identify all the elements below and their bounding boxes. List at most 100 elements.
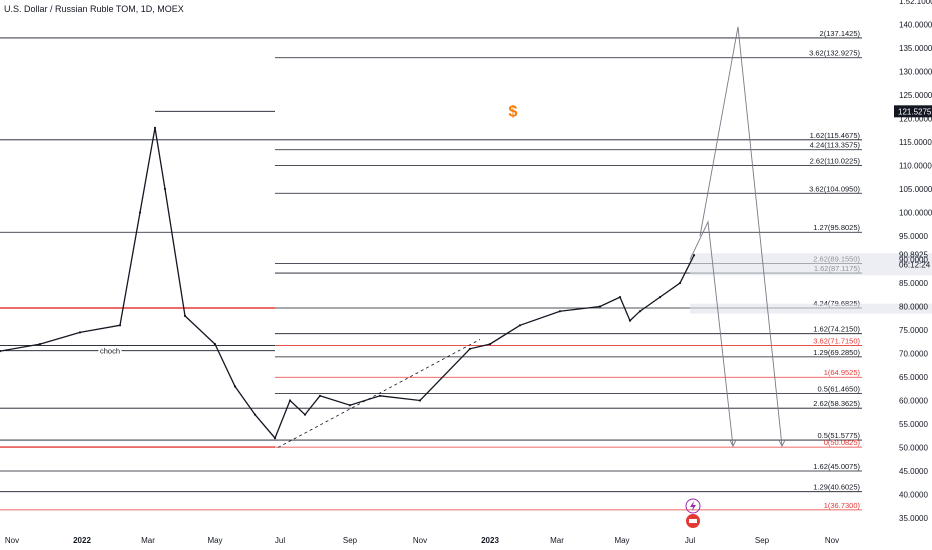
x-tick-label: Sep <box>755 536 770 545</box>
level-label: 3.62(132.9275) <box>809 49 860 58</box>
shaded-zones <box>690 253 932 314</box>
bolt-icon-glyph <box>690 501 696 511</box>
level-label: 4.24(113.3575) <box>810 141 861 150</box>
y-tick-label: 60.0000 <box>899 397 928 406</box>
price-point <box>213 343 217 346</box>
price-point <box>558 310 562 313</box>
dollar-sign: $ <box>509 103 518 120</box>
countdown-label: 06:12:24 <box>899 260 931 269</box>
price-point <box>78 331 82 334</box>
arrow-head-1 <box>729 439 737 448</box>
y-tick-label: 125.0000 <box>899 91 932 100</box>
price-label-zone <box>690 253 932 276</box>
y-tick-label: 80.0000 <box>899 303 928 312</box>
x-tick-label: Sep <box>343 536 358 545</box>
time-axis[interactable]: Nov 2022 Mar May Jul Sep Nov 2023 Mar May Jul Sep No… <box>5 536 839 545</box>
price-point <box>658 296 662 299</box>
level-label: 2(137.1425) <box>820 29 861 38</box>
level-label: 1.62(45.0075) <box>813 462 860 471</box>
y-tick-label: 100.0000 <box>899 209 932 218</box>
price-line <box>0 127 695 440</box>
level-label: 3.62(104.0950) <box>809 184 860 193</box>
level-label: 3.62(71.7150) <box>813 336 860 345</box>
level-label: 1.29(40.6025) <box>813 483 860 492</box>
level-label: 1.62(115.4675) <box>810 131 861 140</box>
marker-tag <box>894 105 932 118</box>
level-label: 0.5(61.4650) <box>817 385 860 394</box>
y-tick-label: 135.0000 <box>899 44 932 53</box>
arrow-head-2 <box>778 439 786 448</box>
projection-path-1 <box>699 26 783 447</box>
x-tick-label: May <box>614 536 629 545</box>
price-point <box>518 324 522 327</box>
x-tick-label: Jul <box>275 536 285 545</box>
choch-label: choch <box>100 347 120 356</box>
price-point <box>318 394 322 397</box>
marker-tag-text: 121.5275 <box>898 107 932 116</box>
projection-path-2 <box>689 220 734 447</box>
x-tick-label: May <box>207 536 222 545</box>
price-point <box>153 126 157 129</box>
y-tick-label: 45.0000 <box>899 467 928 476</box>
price-point <box>38 343 42 346</box>
y-tick-label: 40.0000 <box>899 491 928 500</box>
level-label: 1.27(95.8025) <box>813 223 860 232</box>
price-point <box>183 314 187 317</box>
price-point <box>163 187 167 191</box>
price-point <box>598 305 602 308</box>
y-tick-label: 130.0000 <box>899 68 932 77</box>
annotations: $ <box>509 103 701 528</box>
bolt-icon <box>685 498 701 514</box>
price-point <box>618 296 622 299</box>
fib-levels: 2(137.1425)3.62(132.9275)1.62(115.4675)4… <box>275 29 862 511</box>
level-label: 1.62(74.2150) <box>813 325 860 334</box>
x-tick-label: Mar <box>550 536 564 545</box>
x-tick-label: Nov <box>825 536 839 545</box>
price-point <box>288 399 292 402</box>
y-tick-label: 55.0000 <box>899 420 928 429</box>
level-label: 0(50.0825) <box>824 438 861 447</box>
x-tick-label: 2022 <box>73 536 91 545</box>
y-top-cut-label: 1.52.10000 <box>899 0 932 6</box>
level-label: 4.24(79.6825) <box>813 299 860 308</box>
price-point <box>273 437 277 440</box>
y-tick-label: 110.0000 <box>899 162 932 171</box>
price-point <box>418 399 422 402</box>
price-point <box>488 343 492 346</box>
y-tick-label: 85.0000 <box>899 279 928 288</box>
price-point <box>628 319 632 322</box>
trend-line <box>277 339 481 448</box>
level-label: 0.5(51.5775) <box>817 431 860 440</box>
price-series: choch <box>0 126 696 448</box>
y-tick-label: 120.0000 <box>899 115 932 124</box>
x-tick-label: Mar <box>141 536 155 545</box>
level-label: 1(36.7300) <box>824 501 861 510</box>
price-axis[interactable]: 35.0000 40.0000 45.0000 50.0000 55.0000 60.00… <box>894 0 932 523</box>
level-label: 1.29(69.2850) <box>813 348 860 357</box>
price-point <box>678 281 682 285</box>
price-point <box>692 254 696 257</box>
y-tick-label: 95.0000 <box>899 232 928 241</box>
y-tick-label: 105.0000 <box>899 185 932 194</box>
y-tick-label: 65.0000 <box>899 373 928 382</box>
long-horizontal-lines <box>0 37 275 511</box>
y-tick-label: 140.0000 <box>899 21 932 30</box>
x-tick-label: Nov <box>5 536 19 545</box>
price-point <box>638 310 642 313</box>
y-tick-label: 75.0000 <box>899 326 928 335</box>
price-point <box>118 324 122 327</box>
projection-arrows <box>689 26 786 448</box>
price-point <box>378 394 382 397</box>
level-label: 2.62(58.3625) <box>813 399 860 408</box>
x-tick-label: 2023 <box>481 536 499 545</box>
level-label: 2.62(110.0225) <box>810 156 861 165</box>
level-label: 1(64.9525) <box>824 368 861 377</box>
event-icon-glyph <box>689 519 697 523</box>
y-tick-label: 70.0000 <box>899 350 928 359</box>
last-price-label: 90.8925 <box>899 250 928 259</box>
y-tick-label: 115.0000 <box>899 138 932 147</box>
price-point <box>303 413 307 416</box>
x-tick-label: Jul <box>685 536 695 545</box>
price-point <box>233 385 237 388</box>
